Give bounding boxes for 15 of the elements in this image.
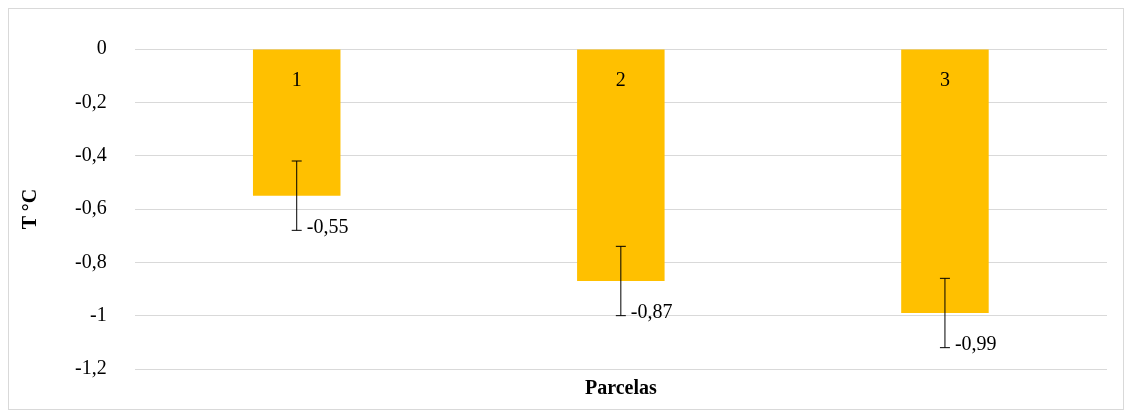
data-label: -0,55 (306, 214, 349, 237)
data-label: -0,87 (630, 300, 673, 323)
y-tick-label: -1 (89, 302, 107, 325)
x-axis-title: Parcelas (584, 376, 657, 399)
y-axis-title: T °C (18, 188, 41, 230)
x-tick-label: 3 (939, 68, 950, 91)
y-tick-label: -0,2 (74, 89, 107, 112)
y-tick-label: -0,8 (74, 249, 107, 272)
x-tick-label: 1 (291, 68, 302, 91)
data-label: -0,99 (954, 332, 997, 355)
x-tick-label: 2 (615, 68, 626, 91)
y-tick-label: -0,6 (74, 196, 107, 219)
y-tick-label: -0,4 (74, 142, 107, 165)
y-tick-label: 0 (96, 36, 107, 59)
y-tick-label: -1,2 (74, 356, 107, 379)
